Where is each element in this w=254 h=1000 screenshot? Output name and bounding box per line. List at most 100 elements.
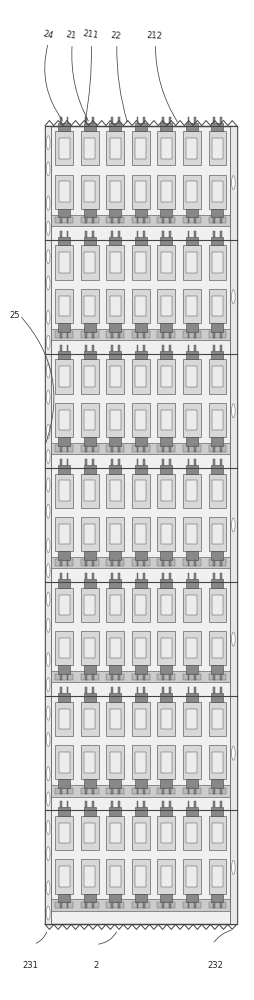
Bar <box>186 138 197 159</box>
Bar <box>219 801 221 807</box>
Bar <box>110 332 112 338</box>
Bar <box>211 807 223 816</box>
Circle shape <box>231 176 234 190</box>
Bar <box>187 117 189 123</box>
Bar <box>109 410 120 430</box>
Bar <box>136 560 138 566</box>
Bar <box>81 788 98 794</box>
Bar <box>212 231 214 237</box>
Bar <box>85 231 87 237</box>
Bar <box>131 559 149 566</box>
Bar <box>182 289 200 323</box>
Bar <box>168 345 170 351</box>
Bar <box>168 788 170 794</box>
Bar <box>84 752 95 773</box>
Bar <box>58 252 69 273</box>
Bar <box>58 480 69 501</box>
Bar <box>219 902 221 908</box>
Bar <box>187 902 189 908</box>
Text: 232: 232 <box>206 961 222 970</box>
Bar <box>109 524 120 544</box>
Bar <box>109 437 121 446</box>
Bar <box>81 331 98 338</box>
Bar <box>182 588 200 622</box>
Bar <box>219 687 221 693</box>
Bar <box>117 674 119 680</box>
Text: 2: 2 <box>93 961 98 970</box>
Bar <box>55 559 73 566</box>
Bar <box>85 332 87 338</box>
Bar <box>168 687 170 693</box>
Bar <box>211 296 222 316</box>
Bar <box>157 289 174 323</box>
Bar <box>208 175 226 209</box>
Bar <box>58 465 70 474</box>
Bar <box>194 560 195 566</box>
Bar <box>160 894 172 902</box>
Circle shape <box>46 653 50 667</box>
Bar <box>81 474 98 508</box>
Bar <box>143 217 145 223</box>
Bar <box>67 117 68 123</box>
Bar <box>58 579 70 588</box>
Text: 231: 231 <box>22 961 38 970</box>
Bar <box>67 674 68 680</box>
Bar <box>60 801 61 807</box>
Bar <box>157 559 174 566</box>
Bar <box>182 702 200 736</box>
Bar <box>182 131 200 165</box>
Bar <box>208 245 226 280</box>
Circle shape <box>46 478 50 492</box>
Bar <box>135 638 146 658</box>
Bar <box>135 366 146 387</box>
Bar <box>168 560 170 566</box>
Bar <box>212 687 214 693</box>
Bar <box>211 366 222 387</box>
Bar <box>187 674 189 680</box>
Bar <box>55 788 73 794</box>
Bar <box>110 217 112 223</box>
Bar <box>143 902 145 908</box>
Bar <box>55 702 73 736</box>
Bar <box>60 573 61 579</box>
Bar <box>58 296 69 316</box>
Bar <box>109 709 120 729</box>
Bar <box>162 332 163 338</box>
Bar <box>186 638 197 658</box>
Bar <box>182 245 200 280</box>
Bar <box>83 693 96 702</box>
Bar <box>208 403 226 437</box>
Bar <box>134 209 146 217</box>
Bar <box>185 693 197 702</box>
Bar <box>136 459 138 465</box>
Text: 25: 25 <box>9 311 20 320</box>
Bar <box>136 446 138 452</box>
Bar <box>143 446 145 452</box>
Circle shape <box>231 404 234 418</box>
Bar <box>211 480 222 501</box>
Bar <box>131 674 149 680</box>
Bar <box>212 801 214 807</box>
Bar <box>212 345 214 351</box>
Bar <box>208 331 226 338</box>
Bar <box>58 823 69 843</box>
Bar <box>134 779 146 788</box>
Bar <box>117 332 119 338</box>
Bar <box>143 117 145 123</box>
Bar <box>85 687 87 693</box>
Bar <box>60 687 61 693</box>
Bar <box>109 252 120 273</box>
Bar <box>219 560 221 566</box>
Bar <box>157 631 174 665</box>
Circle shape <box>46 847 50 861</box>
Bar <box>160 665 172 674</box>
Bar <box>157 217 174 223</box>
Bar <box>212 332 214 338</box>
Bar <box>187 687 189 693</box>
Bar <box>109 123 121 131</box>
Bar <box>208 816 226 850</box>
Bar <box>160 366 171 387</box>
Bar <box>187 332 189 338</box>
Bar <box>58 351 70 359</box>
Text: 22: 22 <box>110 31 121 41</box>
